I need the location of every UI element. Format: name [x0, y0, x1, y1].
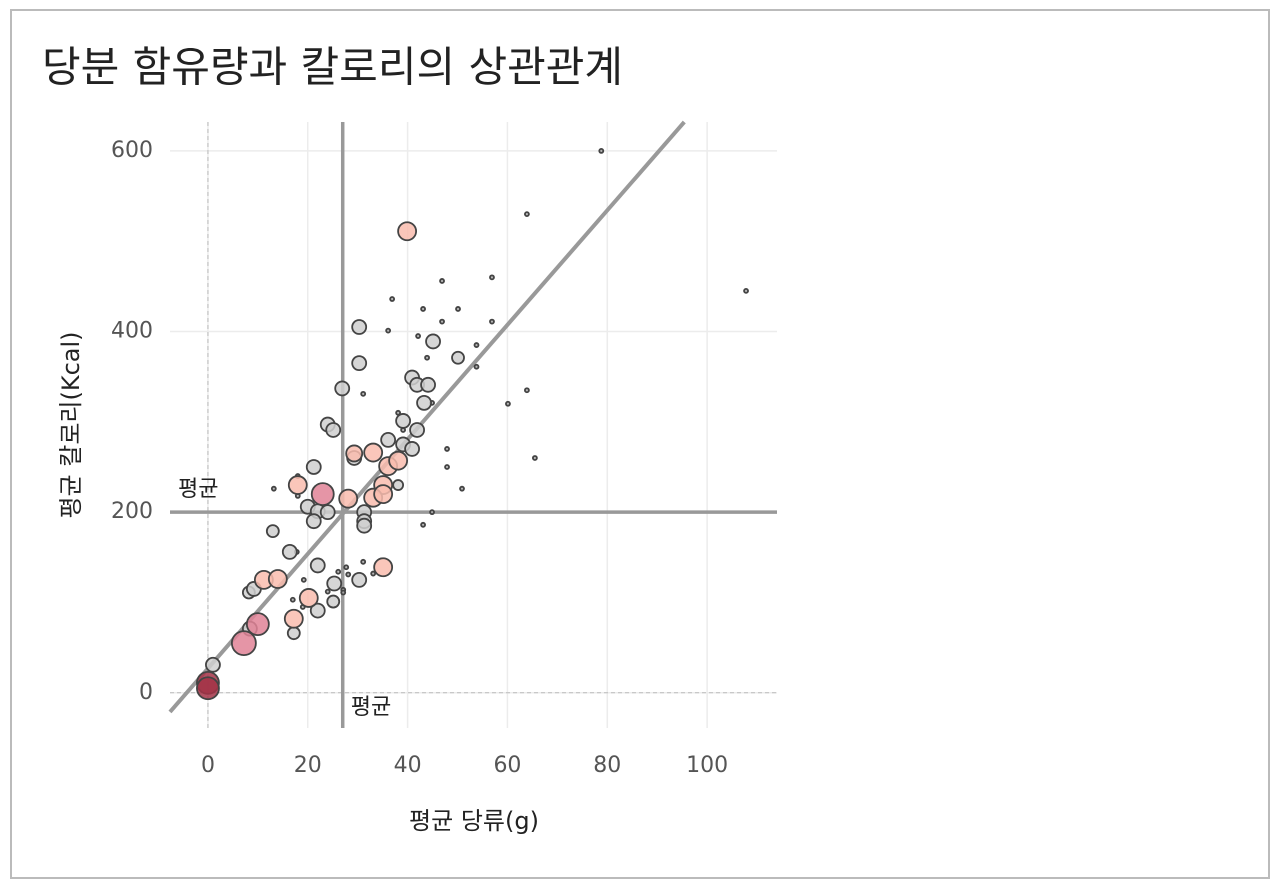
- point: [340, 589, 347, 596]
- point: [404, 441, 421, 457]
- y-tick-label: 400: [111, 319, 153, 344]
- point: [305, 513, 322, 530]
- point: [345, 571, 352, 578]
- point: [531, 455, 538, 461]
- point: [459, 485, 465, 492]
- point: [345, 444, 364, 463]
- point: [319, 504, 336, 521]
- point: [424, 354, 430, 361]
- point: [300, 576, 307, 583]
- point: [283, 608, 304, 629]
- frame: [10, 9, 1270, 879]
- point: [415, 333, 421, 339]
- point: [524, 211, 530, 218]
- point: [397, 221, 418, 242]
- point: [360, 558, 367, 565]
- point: [416, 394, 432, 411]
- point: [370, 570, 377, 577]
- point: [409, 422, 425, 438]
- point: [281, 543, 298, 560]
- point: [196, 676, 220, 701]
- point: [489, 274, 495, 281]
- point: [473, 342, 480, 348]
- point: [351, 319, 368, 335]
- point: [326, 594, 341, 609]
- point: [265, 524, 280, 539]
- point: [444, 464, 450, 470]
- point: [389, 296, 396, 302]
- point: [420, 521, 426, 528]
- y-tick-label: 600: [111, 138, 153, 163]
- y-axis-label: 평균 칼로리(Kcal): [57, 331, 85, 518]
- point: [385, 327, 392, 334]
- x-axis-label: 평균 당류(g): [409, 807, 539, 835]
- point: [439, 278, 445, 284]
- point: [373, 557, 394, 578]
- point: [270, 485, 277, 492]
- point: [420, 306, 426, 312]
- point: [598, 148, 605, 154]
- point: [505, 400, 511, 407]
- point: [388, 450, 409, 471]
- point: [310, 482, 335, 506]
- point: [451, 350, 465, 365]
- point: [743, 287, 749, 294]
- point: [343, 564, 350, 571]
- point: [309, 602, 326, 619]
- point: [326, 575, 343, 592]
- y-tick-label: 0: [139, 680, 153, 705]
- point: [324, 588, 331, 595]
- point: [429, 509, 435, 516]
- point: [287, 475, 308, 495]
- point: [335, 568, 342, 575]
- x-tick-label: 80: [593, 753, 621, 778]
- point: [439, 318, 445, 325]
- point: [267, 569, 288, 589]
- y-tick-label: 200: [111, 499, 153, 524]
- point: [524, 387, 530, 394]
- point: [392, 479, 405, 491]
- point: [489, 318, 495, 325]
- point: [334, 380, 351, 397]
- point: [395, 413, 412, 429]
- point: [420, 376, 436, 393]
- point: [425, 333, 441, 350]
- point: [205, 656, 221, 673]
- x-tick-label: 20: [294, 753, 322, 778]
- x-tick-label: 40: [394, 753, 422, 778]
- point: [305, 459, 322, 475]
- point: [338, 488, 359, 509]
- point: [356, 517, 373, 534]
- point: [351, 571, 368, 588]
- point: [351, 355, 368, 372]
- point: [380, 432, 397, 448]
- x-tick-label: 0: [201, 753, 215, 778]
- point: [360, 390, 367, 397]
- point: [444, 446, 450, 452]
- point: [298, 588, 319, 608]
- annotation: 평균: [351, 695, 391, 720]
- x-tick-label: 60: [493, 753, 521, 778]
- point: [230, 630, 257, 657]
- x-tick-label: 100: [686, 753, 728, 778]
- point: [286, 626, 301, 641]
- point: [395, 409, 402, 416]
- point: [373, 484, 394, 504]
- point: [289, 596, 296, 603]
- point: [309, 557, 326, 574]
- chart-title: 당분 함유량과 칼로리의 상관관계: [42, 43, 623, 92]
- annotation: 평균: [178, 477, 218, 502]
- point: [363, 442, 384, 463]
- point: [473, 363, 480, 370]
- point: [455, 306, 461, 312]
- point: [325, 422, 342, 438]
- point: [245, 612, 270, 637]
